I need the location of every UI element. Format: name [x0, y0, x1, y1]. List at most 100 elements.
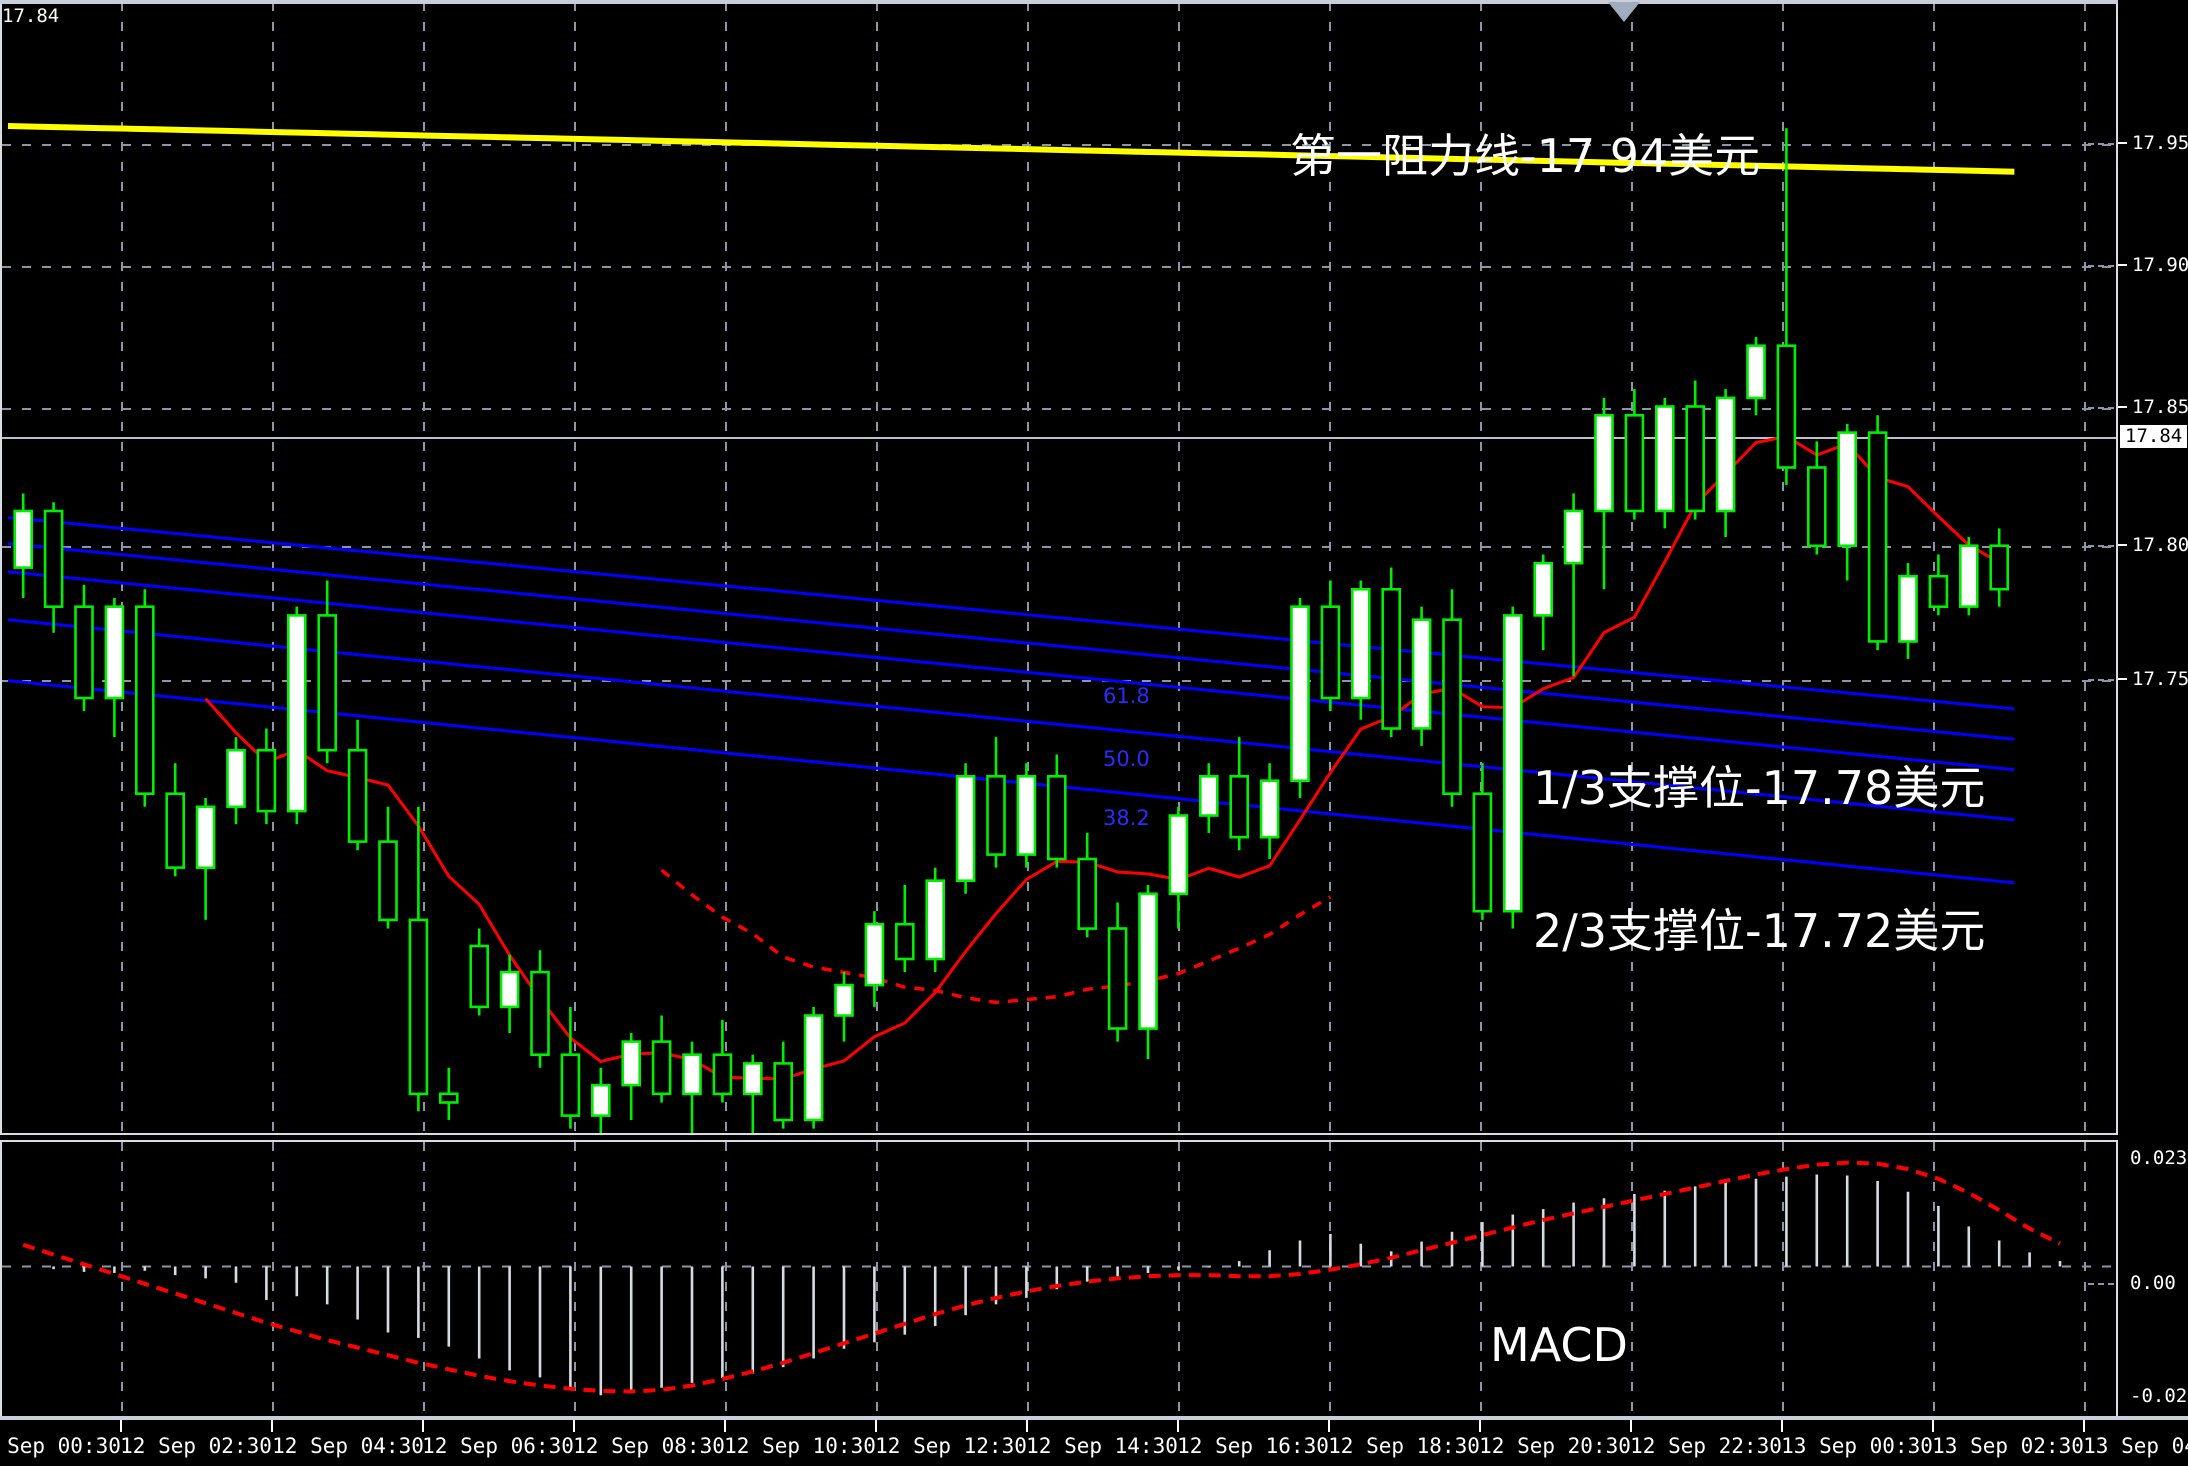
fib-channel-line-4	[7, 679, 2015, 885]
time-tick-label: 13 Sep 02:30	[1932, 1434, 2084, 1458]
candle-body	[1867, 431, 1888, 643]
time-tick-mark	[271, 1420, 273, 1432]
fib-channel-line-3	[7, 618, 2015, 822]
candle-body	[1199, 774, 1219, 817]
candle-body	[378, 840, 398, 922]
candle-body	[408, 918, 429, 1096]
annotation-support-2-3: 2/3支撑位-17.72美元	[1533, 904, 1986, 958]
time-tick-mark	[724, 1420, 726, 1432]
fib-level-label-38-2: 38.2	[1103, 806, 1150, 830]
candle-body	[1989, 544, 2009, 591]
candle-body	[1837, 431, 1857, 548]
time-tick-label: 12 Sep 00:30	[0, 1434, 121, 1458]
candle-body	[1016, 774, 1037, 856]
price-tick-dash	[2088, 545, 2114, 547]
time-tick-mark	[1479, 1420, 1481, 1432]
time-tick-label: 12 Sep 10:30	[724, 1434, 876, 1458]
candle-body	[438, 1092, 459, 1104]
candle-body	[1928, 574, 1949, 609]
candle-body	[1807, 466, 1827, 548]
macd-svg	[2, 1142, 2116, 1418]
candle-body	[1594, 413, 1614, 513]
time-tick-label: 12 Sep 22:30	[1630, 1434, 1782, 1458]
time-tick-mark	[1026, 1420, 1028, 1432]
fib-channel-line-1	[7, 542, 2015, 741]
candle-body	[1746, 344, 1766, 400]
candle-body	[1411, 618, 1432, 730]
candle-body	[530, 970, 550, 1056]
candle-body	[834, 983, 854, 1017]
price-axis[interactable]: 17.95 17.90 17.85 17.80 17.75 0.023 0.00 -0.028	[2088, 0, 2188, 1420]
macd-tick-dash	[2088, 1283, 2114, 1285]
candle-body	[894, 922, 915, 961]
time-tick-mark	[1177, 1420, 1179, 1432]
candle-body	[1655, 405, 1675, 513]
candle-body	[74, 605, 94, 700]
candle-body	[742, 1062, 763, 1096]
top-left-price-readout: 17.84	[2, 5, 60, 27]
time-tick-label: 12 Sep 20:30	[1479, 1434, 1631, 1458]
price-tick-label: 17.95	[2132, 132, 2188, 154]
time-tick-label: 12 Sep 08:30	[573, 1434, 725, 1458]
candle-body	[13, 509, 33, 569]
candle-body	[347, 748, 368, 843]
time-tick-label: 12 Sep 04:30	[272, 1434, 424, 1458]
price-chart-svg	[2, 2, 2116, 1133]
time-tick-label: 12 Sep 16:30	[1177, 1434, 1329, 1458]
time-tick-mark	[573, 1420, 575, 1432]
macd-tick-label: 0.00	[2130, 1272, 2176, 1294]
time-tick-label: 12 Sep 12:30	[875, 1434, 1027, 1458]
candle-body	[1715, 396, 1736, 513]
time-tick-label: 13 Sep 00:30	[1781, 1434, 1933, 1458]
time-tick-mark	[120, 1420, 122, 1432]
candle-body	[1472, 792, 1493, 913]
candle-body	[1259, 779, 1280, 839]
time-tick-mark	[1328, 1420, 1330, 1432]
candle-body	[1107, 927, 1128, 1030]
price-tick-dash	[2088, 407, 2114, 409]
candle-body	[43, 509, 64, 608]
bottom-frame-bar	[0, 1416, 2188, 1420]
price-tick-dash	[2088, 143, 2114, 145]
current-price-badge: 17.84	[2120, 425, 2188, 448]
time-tick-mark	[2083, 1420, 2085, 1432]
time-tick-label: 12 Sep 18:30	[1328, 1434, 1480, 1458]
candle-body	[1351, 587, 1371, 700]
price-tick-label: 17.90	[2132, 254, 2188, 276]
crosshair-position-marker-icon	[1608, 2, 1640, 22]
resistance-line-yellow	[7, 123, 2015, 175]
candle-body	[165, 792, 185, 869]
candle-body	[1168, 814, 1189, 896]
candle-body	[1563, 509, 1584, 565]
candle-body	[1320, 605, 1341, 700]
macd-indicator-label: MACD	[1490, 1318, 1628, 1372]
candle-body	[1077, 857, 1097, 930]
candle-body	[1685, 405, 1705, 513]
candle-body	[256, 748, 277, 813]
candle-body	[803, 1014, 824, 1122]
candle-body	[135, 605, 155, 796]
macd-clip	[2, 1142, 2116, 1418]
price-tick-label: 17.75	[2132, 668, 2188, 690]
price-tick-label: 17.85	[2132, 396, 2188, 418]
time-tick-label: 12 Sep 02:30	[120, 1434, 272, 1458]
candle-body	[925, 879, 946, 961]
candle-body	[1381, 587, 1401, 730]
candle-body	[590, 1083, 611, 1117]
price-chart-panel[interactable]	[0, 0, 2118, 1135]
candle-body	[1047, 774, 1067, 861]
time-tick-mark	[1630, 1420, 1632, 1432]
candle-body	[682, 1053, 702, 1096]
macd-tick-label: -0.028	[2130, 1385, 2188, 1407]
macd-panel[interactable]	[0, 1140, 2118, 1420]
candle-body	[986, 774, 1006, 856]
candle-body	[226, 748, 246, 809]
candle-body	[773, 1062, 794, 1122]
candle-body	[1290, 605, 1310, 783]
annotation-support-1-3: 1/3支撑位-17.78美元	[1533, 761, 1986, 815]
candle-body	[1442, 618, 1462, 796]
fib-channel-line-0	[7, 516, 2015, 711]
macd-signal-line	[22, 1160, 2061, 1394]
